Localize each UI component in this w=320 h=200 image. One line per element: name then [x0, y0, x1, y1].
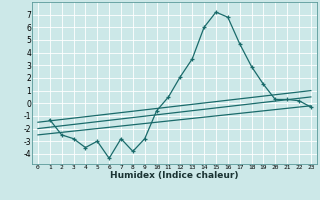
X-axis label: Humidex (Indice chaleur): Humidex (Indice chaleur): [110, 171, 239, 180]
